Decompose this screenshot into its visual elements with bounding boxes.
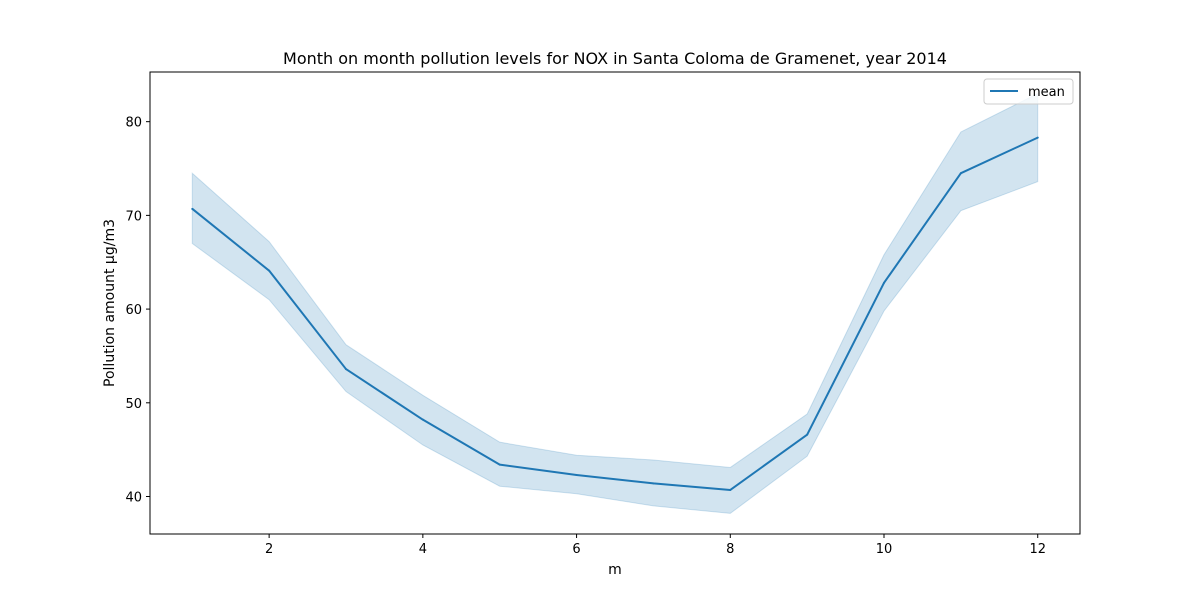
chart-title: Month on month pollution levels for NOX …: [283, 49, 947, 68]
x-tick-label: 6: [572, 542, 580, 557]
y-tick-label: 50: [125, 397, 142, 412]
y-tick-label: 60: [125, 303, 142, 318]
data-point: [652, 482, 655, 485]
plot-frame: [149, 71, 1081, 535]
legend-label: mean: [1028, 85, 1065, 100]
x-tick-label: 2: [265, 542, 273, 557]
y-axis-label: Pollution amount µg/m3: [102, 219, 118, 387]
data-point: [268, 269, 271, 272]
x-tick-label: 4: [419, 542, 427, 557]
y-tick-label: 40: [125, 491, 142, 506]
data-point: [883, 281, 886, 284]
y-tick-label: 70: [125, 209, 142, 224]
x-tick-label: 10: [876, 542, 893, 557]
confidence-bands: [191, 92, 1039, 514]
data-point: [421, 418, 424, 421]
y-axis-ticks: 40 50 60 70 80: [125, 116, 150, 506]
data-point: [729, 488, 732, 491]
x-axis-label: m: [608, 562, 622, 578]
data-point: [959, 172, 962, 175]
legend-box: [983, 78, 1074, 105]
legend: mean: [983, 78, 1074, 105]
series-lines: [191, 136, 1039, 491]
data-point: [575, 473, 578, 476]
series-line-0: [191, 136, 1039, 491]
y-tick-label: 80: [125, 116, 142, 131]
x-tick-label: 12: [1029, 542, 1046, 557]
confidence-band-0: [191, 92, 1039, 514]
x-tick-label: 8: [726, 542, 734, 557]
data-point: [498, 463, 501, 466]
data-point: [806, 433, 809, 436]
data-point: [191, 207, 194, 210]
x-axis-ticks: 2 4 6 8 10 12: [265, 534, 1046, 557]
data-point: [344, 368, 347, 371]
data-point: [1036, 136, 1039, 139]
